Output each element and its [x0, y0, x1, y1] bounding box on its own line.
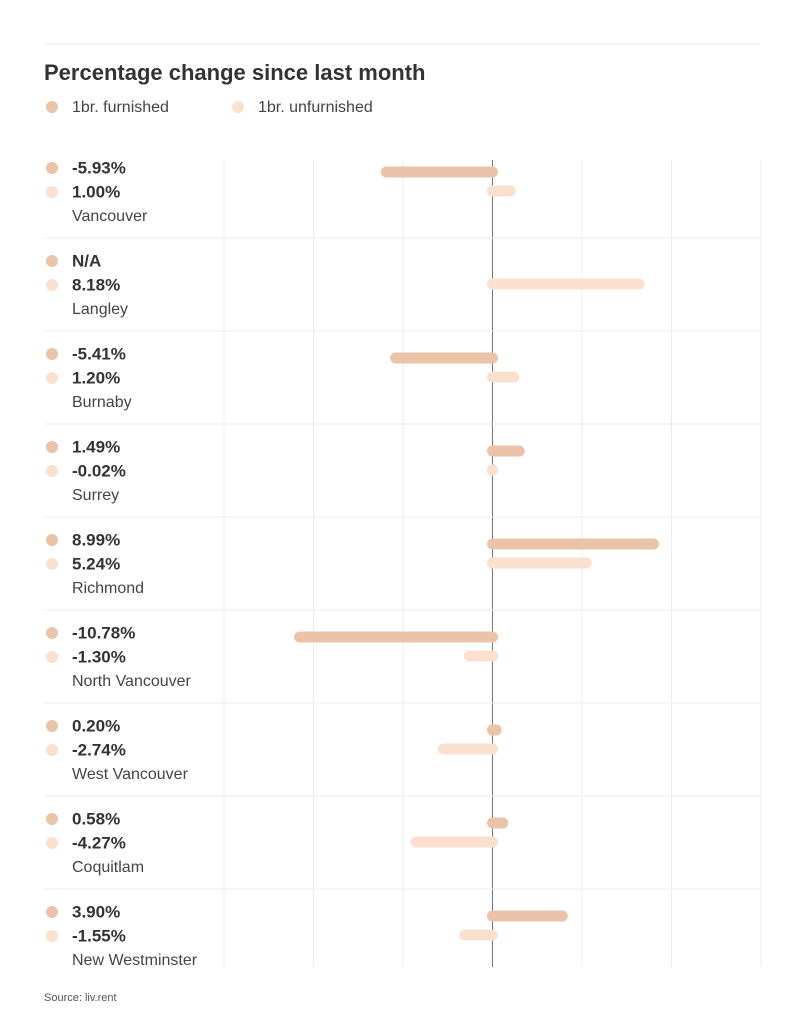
row-dot: [46, 348, 58, 360]
row-dot: [46, 534, 58, 546]
value-label: 8.99%: [72, 530, 120, 549]
category-label: Burnaby: [72, 394, 132, 411]
value-label: 5.24%: [72, 554, 120, 573]
category-label: Langley: [72, 301, 128, 318]
value-label: 0.58%: [72, 809, 120, 828]
value-label: -5.93%: [72, 158, 126, 177]
value-label: 0.20%: [72, 716, 120, 735]
chart-title: Percentage change since last month: [44, 60, 425, 85]
row-dot: [46, 372, 58, 384]
value-label: -5.41%: [72, 344, 126, 363]
row-dot: [46, 651, 58, 663]
value-label: N/A: [72, 251, 101, 270]
row-dot: [46, 813, 58, 825]
row-dot: [46, 627, 58, 639]
value-label: 1.20%: [72, 368, 120, 387]
row-dot: [46, 255, 58, 267]
legend-label: 1br. furnished: [72, 99, 169, 116]
legend-label: 1br. unfurnished: [258, 99, 373, 116]
source: Source: liv.rent: [44, 992, 117, 1004]
row-dot: [46, 186, 58, 198]
row-dot: [46, 837, 58, 849]
value-label: -4.27%: [72, 833, 126, 852]
category-label: Surrey: [72, 487, 119, 504]
legend-dot: [46, 101, 58, 113]
value-label: 8.18%: [72, 275, 120, 294]
row-dot: [46, 720, 58, 732]
category-label: New Westminster: [72, 952, 198, 969]
value-label: 1.00%: [72, 182, 120, 201]
row-dot: [46, 930, 58, 942]
value-label: 3.90%: [72, 902, 120, 921]
value-label: -10.78%: [72, 623, 135, 642]
value-label: -0.02%: [72, 461, 126, 480]
row-dot: [46, 162, 58, 174]
category-label: Richmond: [72, 580, 144, 597]
category-label: Vancouver: [72, 208, 148, 225]
value-label: -1.55%: [72, 926, 126, 945]
category-label: West Vancouver: [72, 766, 189, 783]
row-dot: [46, 465, 58, 477]
category-label: Coquitlam: [72, 859, 144, 876]
legend-dot: [232, 101, 244, 113]
row-dot: [46, 441, 58, 453]
row-dot: [46, 906, 58, 918]
value-label: -2.74%: [72, 740, 126, 759]
row-dot: [46, 279, 58, 291]
value-label: -1.30%: [72, 647, 126, 666]
row-dot: [46, 558, 58, 570]
value-label: 1.49%: [72, 437, 120, 456]
row-dot: [46, 744, 58, 756]
category-label: North Vancouver: [72, 673, 192, 690]
